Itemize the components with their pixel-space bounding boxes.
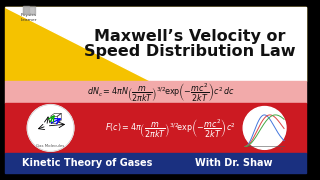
Bar <box>5 103 307 153</box>
Text: c: c <box>281 147 283 151</box>
Text: Speed Distribution Law: Speed Distribution Law <box>84 44 295 59</box>
Bar <box>5 153 307 173</box>
Text: With Dr. Shaw: With Dr. Shaw <box>195 158 272 168</box>
Bar <box>5 7 307 81</box>
Text: $dN_c = 4\pi N\left(\dfrac{m}{2\pi kT}\right)^{3/2}\!\exp\!\left(-\dfrac{mc^2}{2: $dN_c = 4\pi N\left(\dfrac{m}{2\pi kT}\r… <box>87 81 234 103</box>
Bar <box>23 6 29 14</box>
Bar <box>5 81 307 103</box>
Text: Gas Molecules: Gas Molecules <box>36 144 65 148</box>
Polygon shape <box>5 7 307 81</box>
Text: Kinetic Theory of Gases: Kinetic Theory of Gases <box>22 158 153 168</box>
Text: Physics
Learner: Physics Learner <box>21 13 37 22</box>
Circle shape <box>27 105 74 151</box>
Circle shape <box>243 107 286 149</box>
Text: $F(c) = 4\pi\left(\dfrac{m}{2\pi kT}\right)^{3/2}\!\exp\!\left(-\dfrac{mc^2}{2kT: $F(c) = 4\pi\left(\dfrac{m}{2\pi kT}\rig… <box>105 117 236 139</box>
Bar <box>23 6 35 14</box>
Text: Maxwell’s Velocity or: Maxwell’s Velocity or <box>94 29 285 44</box>
